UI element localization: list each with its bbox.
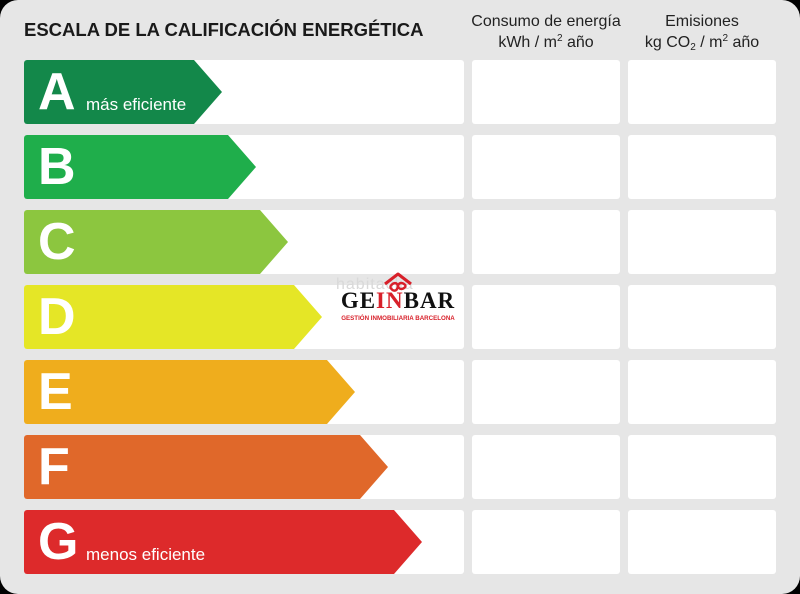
rating-arrow-d: D — [24, 285, 322, 349]
chart-title: ESCALA DE LA CALIFICACIÓN ENERGÉTICA — [24, 19, 424, 40]
emisiones-cell-f — [628, 435, 776, 499]
consumo-header-line1: Consumo de energía — [471, 13, 621, 30]
rating-arrow-b: B — [24, 135, 256, 199]
rating-row-e: E — [24, 360, 464, 424]
rating-row-b: B — [24, 135, 464, 199]
rating-row-d: D — [24, 285, 464, 349]
rating-arrow-c: C — [24, 210, 288, 274]
rating-letter: B — [38, 138, 76, 196]
rating-letter: G — [38, 513, 79, 571]
consumo-cell-g — [472, 510, 620, 574]
rating-row-f: F — [24, 435, 464, 499]
emisiones-cell-d — [628, 285, 776, 349]
rating-sublabel: más eficiente — [86, 95, 187, 114]
rating-arrow-e: E — [24, 360, 355, 424]
rating-letter: E — [38, 363, 73, 421]
rating-letter: A — [38, 63, 76, 121]
geinbar-watermark: GEINBAR GESTIÓN INMOBILIARIA BARCELONA — [333, 272, 463, 332]
emisiones-header-line2: kg CO2 / m2 año — [644, 33, 760, 53]
emisiones-cell-c — [628, 210, 776, 274]
emisiones-cell-b — [628, 135, 776, 199]
consumo-header-line2: kWh / m2 año — [498, 33, 594, 52]
consumo-cell-d — [472, 285, 620, 349]
rating-letter: D — [38, 288, 76, 346]
consumo-cell-a — [472, 60, 620, 124]
emisiones-header-line1: Emisiones — [665, 13, 739, 30]
consumo-cell-e — [472, 360, 620, 424]
emisiones-cell-a — [628, 60, 776, 124]
consumo-cell-b — [472, 135, 620, 199]
consumo-cell-f — [472, 435, 620, 499]
rating-arrow-f: F — [24, 435, 388, 499]
rating-sublabel: menos eficiente — [86, 545, 206, 564]
column-header-emisiones: Emisiones kg CO2 / m2 año — [626, 11, 778, 53]
house-logo-icon — [384, 272, 412, 292]
emisiones-cell-g — [628, 510, 776, 574]
consumo-cell-c — [472, 210, 620, 274]
rating-letter: F — [38, 438, 70, 496]
watermark-tagline: GESTIÓN INMOBILIARIA BARCELONA — [341, 315, 455, 322]
watermark-brand: GEINBAR — [340, 288, 456, 313]
watermark-faint-text: habitaclia — [336, 276, 414, 293]
column-header-consumo: Consumo de energía kWh / m2 año — [470, 11, 622, 53]
emisiones-cell-e — [628, 360, 776, 424]
rating-letter: C — [38, 213, 76, 271]
rating-row-c: C — [24, 210, 464, 274]
